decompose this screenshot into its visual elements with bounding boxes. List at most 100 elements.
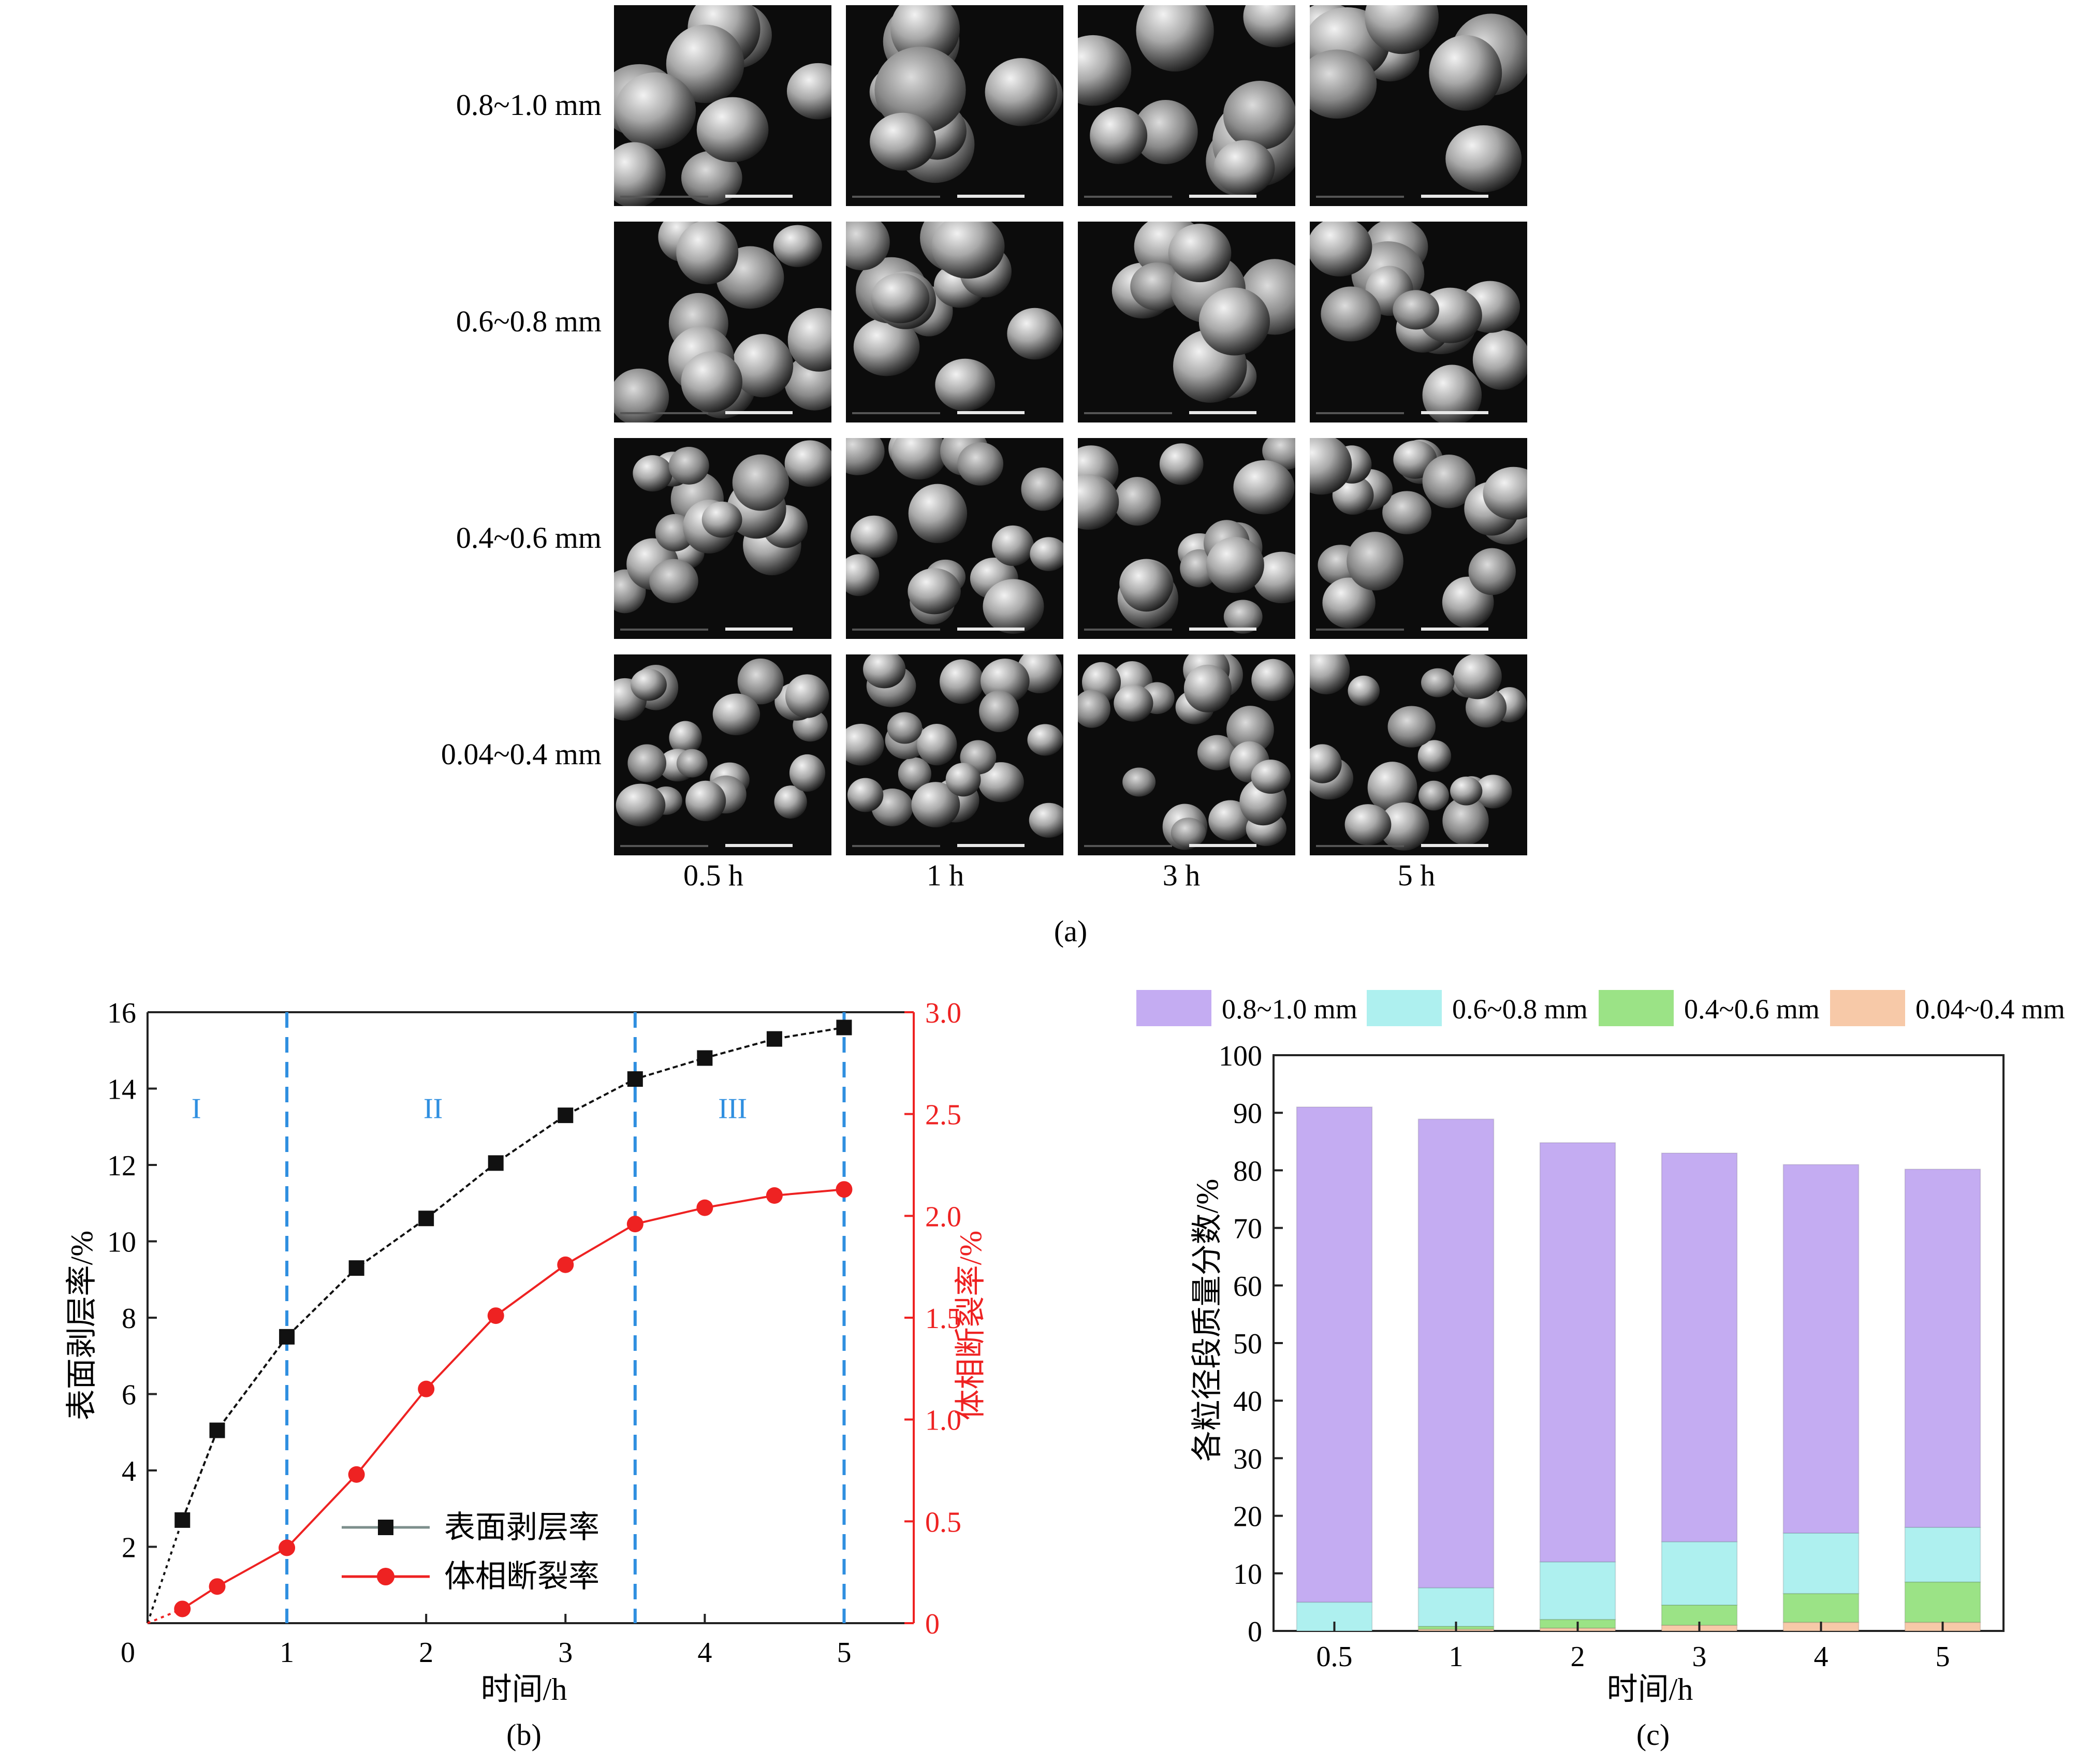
y-right-tick-label-b: 2.0	[925, 1201, 961, 1233]
particle	[1223, 81, 1295, 150]
sem-image-3-2	[1078, 654, 1295, 855]
particle	[786, 63, 831, 120]
caption-a: (a)	[1054, 914, 1087, 948]
x-axis-label-b: 时间/h	[481, 1672, 567, 1707]
scale-bar	[1189, 195, 1256, 198]
particle	[1233, 460, 1295, 515]
scale-bar	[725, 628, 793, 631]
x-tick-label-c: 4	[1814, 1641, 1829, 1673]
particle	[696, 97, 769, 163]
particle	[1422, 365, 1482, 422]
y-axis-label-c: 各粒径段质量分数/%	[1190, 1179, 1224, 1462]
legend-label-1: 体相断裂率	[444, 1559, 599, 1594]
col-label-1: 1 h	[927, 858, 964, 892]
particle	[1120, 560, 1172, 612]
particle	[789, 754, 826, 792]
point-0	[558, 1107, 574, 1124]
col-labels: 0.5 h 1 h 3 h 5 h	[683, 858, 1435, 892]
y-right-tick-label-b: 0	[925, 1608, 940, 1640]
legend-marker-1	[377, 1568, 394, 1585]
x-tick-label-c: 2	[1571, 1641, 1585, 1673]
point-1	[279, 1539, 296, 1556]
particle	[1483, 466, 1527, 520]
particle	[871, 273, 930, 324]
particle	[1122, 767, 1156, 797]
scale-bar	[1421, 411, 1488, 414]
col-label-2: 3 h	[1163, 858, 1201, 892]
particle	[887, 712, 923, 744]
point-1	[836, 1181, 853, 1198]
point-1	[557, 1256, 574, 1273]
scale-bar	[957, 844, 1025, 847]
scale-bar	[1189, 628, 1256, 631]
legend-label-c: 0.8~1.0 mm	[1222, 994, 1357, 1025]
particle	[1114, 477, 1161, 526]
legend-b: 表面剥层率 体相断裂率	[342, 1510, 599, 1594]
particle	[851, 515, 898, 558]
y-right-tick-label-b: 1.5	[925, 1303, 961, 1335]
y-tick-label-b: 10	[107, 1227, 136, 1259]
scale-bar	[1189, 844, 1256, 847]
particle	[633, 455, 672, 492]
x-tick-label-b: 3	[558, 1637, 573, 1669]
point-1	[418, 1380, 435, 1397]
particle	[1223, 600, 1263, 634]
particle	[1417, 740, 1452, 772]
particle	[1418, 780, 1449, 811]
bar-segment-2	[1539, 1561, 1616, 1620]
y-tick-label-b: 6	[122, 1379, 136, 1411]
particle	[908, 484, 968, 543]
point-1	[696, 1199, 713, 1216]
particle	[1347, 532, 1403, 591]
particle	[1029, 803, 1063, 838]
scale-bar	[957, 628, 1025, 631]
sem-image-grid	[614, 5, 1527, 855]
stage-label: I	[192, 1092, 201, 1125]
particle	[681, 351, 742, 413]
particle	[874, 47, 966, 134]
legend-swatch-c	[1599, 990, 1674, 1026]
x-tick-label-b: 4	[697, 1637, 712, 1669]
particle	[1442, 797, 1489, 845]
particle	[1472, 330, 1527, 390]
particle	[846, 222, 890, 271]
sem-image-2-0	[614, 438, 831, 639]
bars-c	[1296, 1106, 1981, 1632]
particle	[931, 222, 1005, 279]
y-tick-label-c: 40	[1233, 1386, 1262, 1418]
plot-border-c	[1272, 1054, 2005, 1632]
particle	[863, 654, 906, 689]
bar-segment-3	[1417, 1118, 1495, 1588]
legend-marker-0	[378, 1520, 393, 1535]
particle	[1344, 804, 1392, 845]
point-0	[209, 1422, 225, 1438]
particle	[1021, 467, 1063, 511]
particle	[1206, 537, 1264, 593]
particle	[666, 24, 744, 104]
point-0	[627, 1071, 643, 1087]
scale-bar	[1421, 195, 1488, 198]
scale-bar	[957, 195, 1025, 198]
particle	[627, 744, 667, 782]
particle	[1310, 438, 1352, 495]
particle	[1171, 818, 1206, 848]
y-tick-label-b: 12	[107, 1150, 136, 1182]
row-label-0: 0.8~1.0 mm	[456, 88, 602, 122]
particle	[846, 723, 884, 766]
particle	[1114, 684, 1153, 722]
legend-label-c: 0.6~0.8 mm	[1452, 994, 1588, 1025]
particle	[846, 554, 880, 596]
x-tick-label-b: 2	[419, 1637, 433, 1669]
particle	[1445, 125, 1522, 193]
plot-frame-c	[1272, 1054, 2005, 1632]
sem-image-0-1	[846, 5, 1063, 206]
particle	[983, 579, 1044, 634]
particle	[1183, 664, 1232, 712]
sem-image-2-1	[846, 438, 1063, 639]
point-0	[697, 1050, 713, 1066]
x-tick-label-c: 1	[1449, 1641, 1464, 1673]
y-tick-label-b: 8	[122, 1303, 136, 1335]
particle	[1310, 744, 1342, 783]
particle	[945, 763, 981, 797]
